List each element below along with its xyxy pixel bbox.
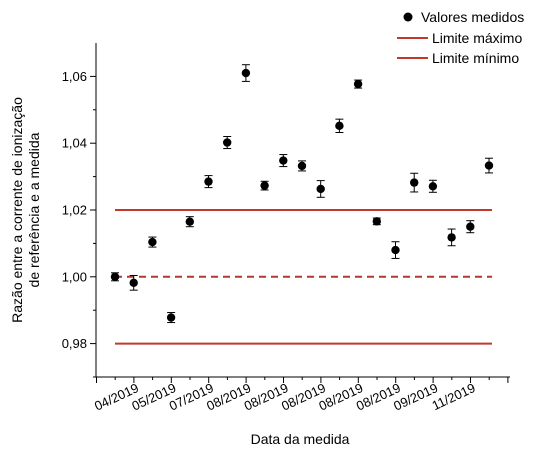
y-axis-label-line-1: Razão entre a corrente de ionização [9, 97, 25, 323]
data-point [428, 182, 438, 191]
data-point [447, 233, 456, 242]
x-tick-label: 11/2019 [430, 380, 478, 413]
data-point [353, 79, 363, 89]
data-point [391, 245, 400, 255]
data-point [129, 278, 138, 288]
data-point [110, 272, 120, 281]
y-tick-label: 1,02 [62, 203, 87, 218]
data-point [297, 161, 307, 171]
legend: Valores medidos Limite máximo Limite mín… [397, 9, 524, 66]
data-point [241, 68, 251, 78]
x-ticks: 04/201905/201907/201908/201908/201908/20… [92, 377, 509, 414]
data-point [316, 184, 325, 194]
legend-label-limite-maximo: Limite máximo [432, 30, 522, 46]
data-point [466, 222, 475, 231]
y-tick-label: 1,04 [62, 136, 87, 151]
y-tick-label: 1,06 [62, 69, 87, 84]
y-axis-label-line-2: de referência e a medida [26, 132, 42, 287]
y-ticks: 0,98 1,00 1,02 1,04 1,06 [62, 69, 96, 378]
data-point [484, 161, 494, 170]
legend-label-limite-minimo: Limite mínimo [432, 50, 519, 66]
y-tick-label: 0,98 [62, 336, 87, 351]
x-axis-label: Data da medida [251, 431, 350, 447]
data-point [166, 313, 176, 322]
data-point [335, 121, 344, 131]
data-point [204, 177, 213, 186]
data-point [185, 217, 194, 226]
data-point [372, 217, 381, 226]
y-axis-label: Razão entre a corrente de ionização de r… [9, 97, 42, 323]
data-point [223, 138, 232, 147]
legend-label-valores-medidos: Valores medidos [421, 9, 524, 25]
data-point [260, 181, 269, 190]
data-point [410, 178, 419, 187]
data-point [279, 156, 288, 165]
y-tick-label: 1,00 [62, 269, 87, 284]
data-points [110, 64, 494, 324]
data-point [148, 237, 157, 247]
legend-marker-valores-medidos [403, 12, 413, 22]
reference-lines [115, 209, 492, 345]
